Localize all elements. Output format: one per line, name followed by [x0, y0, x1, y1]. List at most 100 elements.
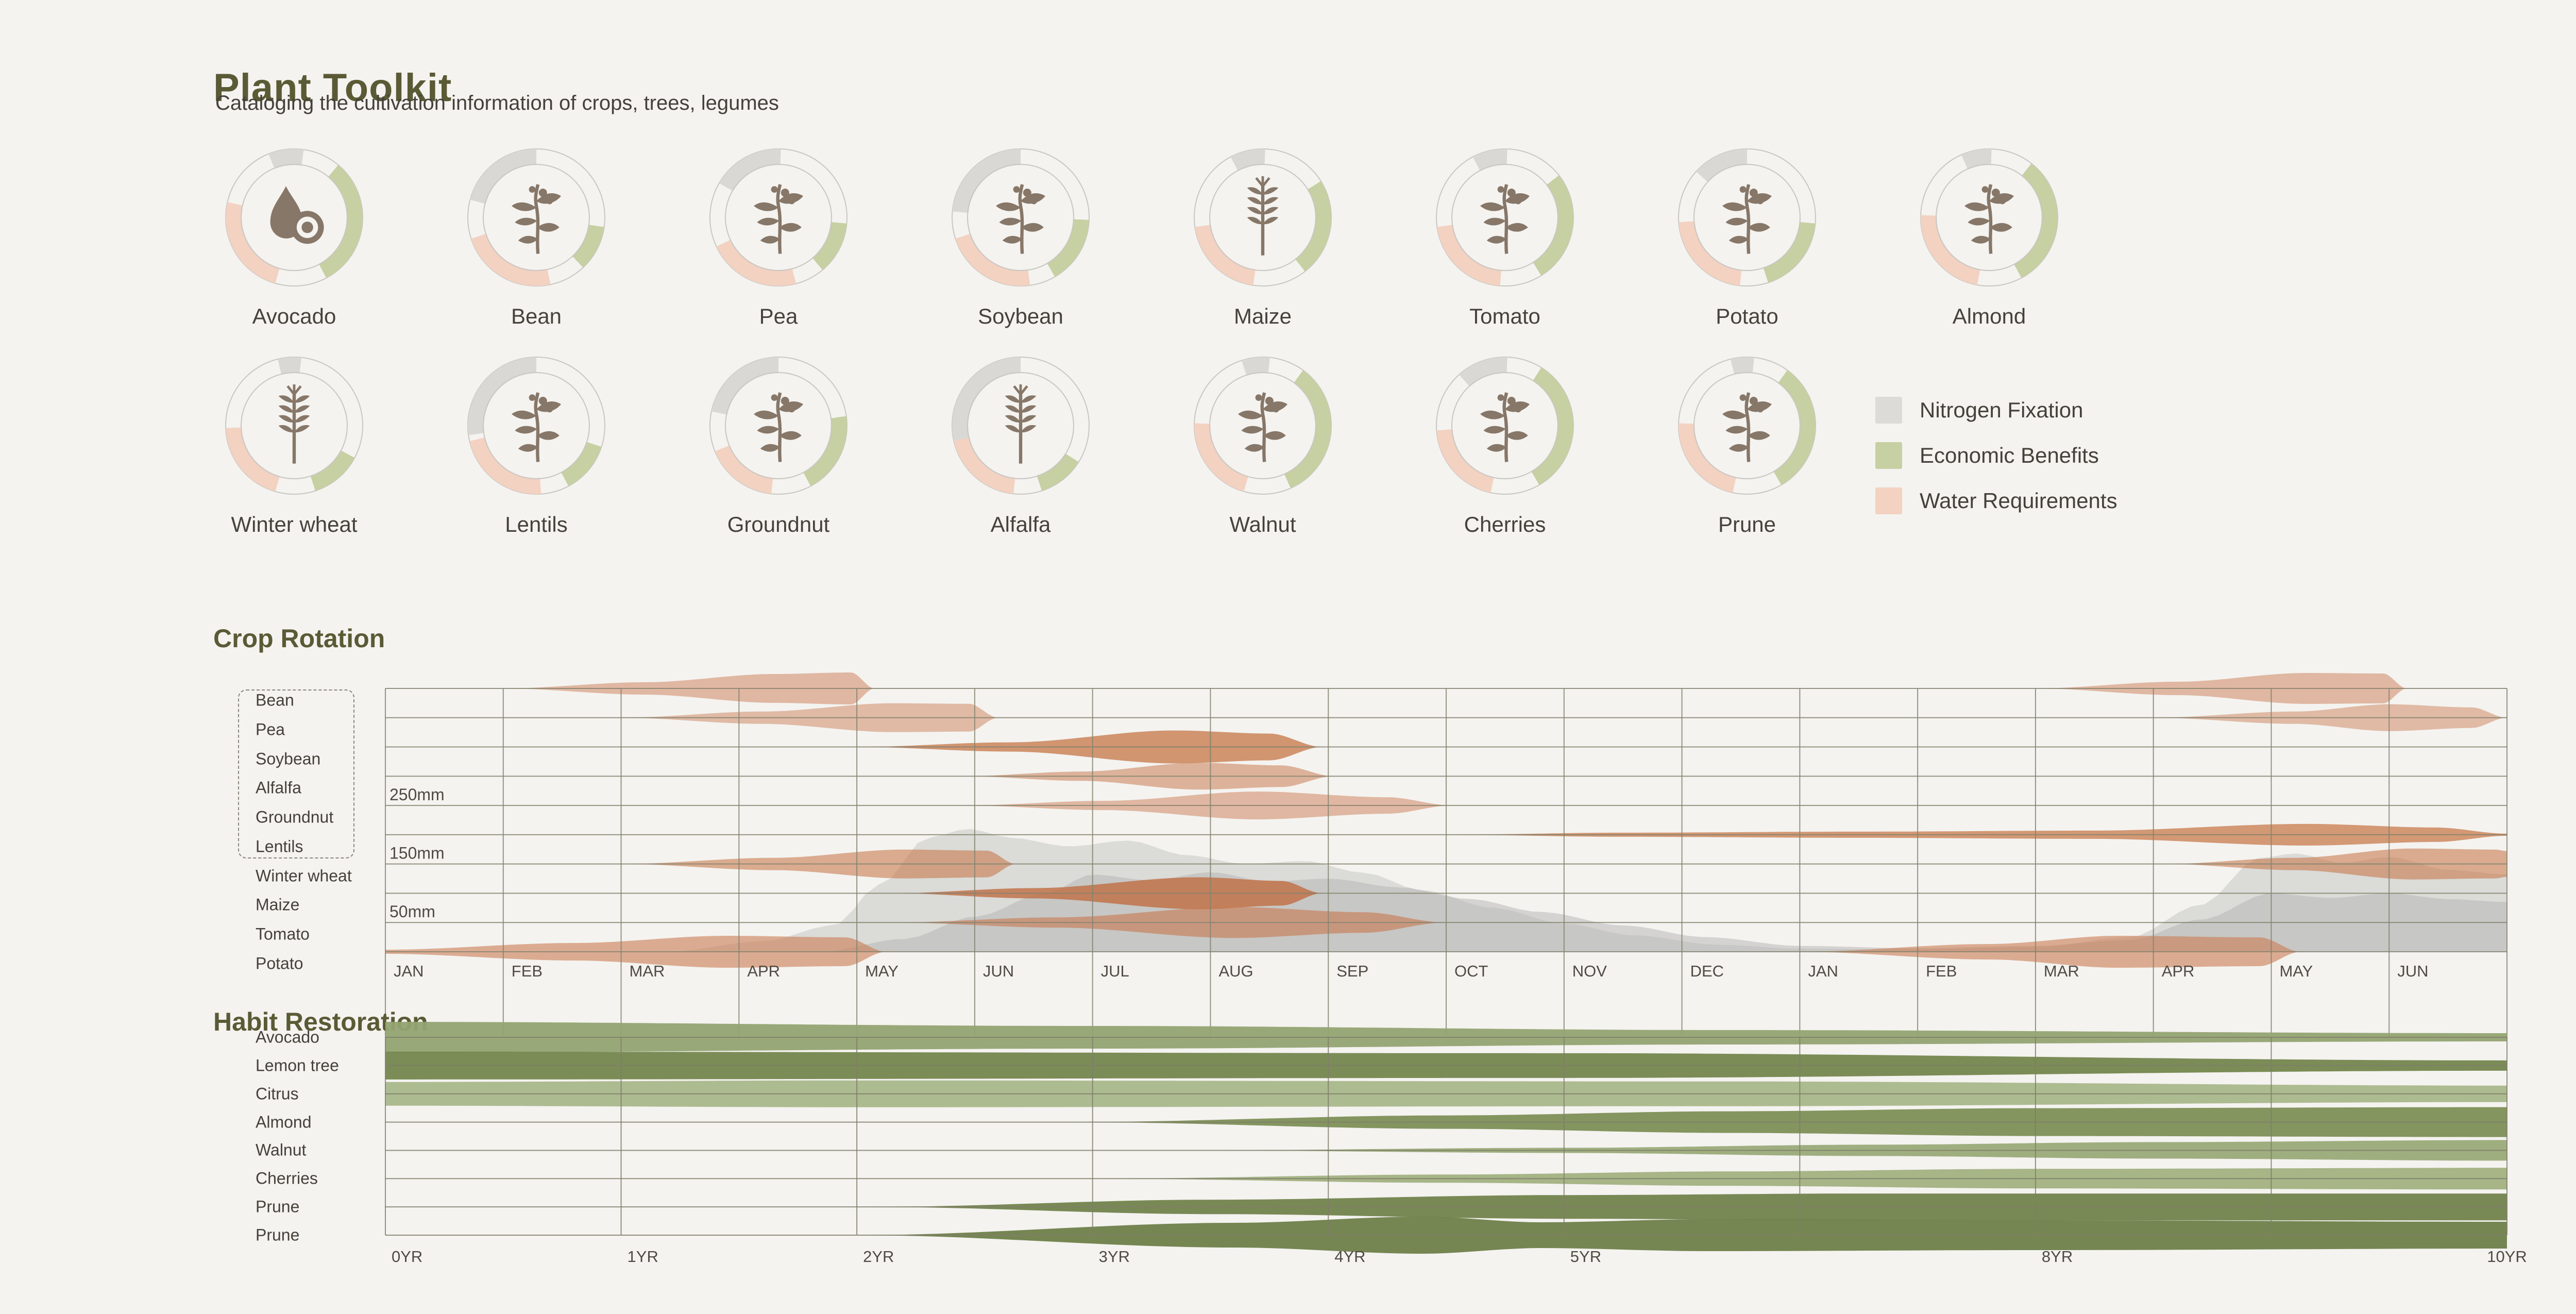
plant-ring: [225, 148, 363, 287]
plant-glyph-icon: [736, 383, 821, 468]
ring-inner-border: [483, 164, 590, 271]
plant-label: Almond: [1952, 304, 2026, 328]
plant-card: Pea: [657, 148, 900, 329]
legend: Nitrogen Fixation Economic Benefits Water …: [1875, 388, 2117, 524]
ring-inner-border: [241, 164, 348, 271]
plant-ring: [952, 357, 1090, 495]
plant-label: Prune: [1718, 512, 1776, 536]
crop-list-item: Maize: [256, 895, 300, 914]
month-label: SEP: [1336, 962, 1368, 980]
month-label: MAY: [865, 962, 899, 980]
sprig-plant-icon: [1706, 176, 1788, 259]
plant-label: Groundnut: [727, 512, 830, 536]
plant-label: Walnut: [1229, 512, 1296, 536]
plant-label: Avocado: [252, 304, 336, 328]
plant-card: Lentils: [415, 357, 657, 537]
tree-list-item: Lemon tree: [256, 1056, 339, 1075]
legend-swatch: [1875, 487, 1902, 514]
plant-icon-row-2: Winter wheat Lentils Groundnut Alfalfa Walnu…: [173, 357, 1868, 537]
wheat-plant-icon: [979, 384, 1062, 467]
plant-glyph-icon: [1221, 383, 1305, 468]
legume-group-box: [238, 689, 354, 858]
plant-card: Groundnut: [657, 357, 900, 537]
tree-list-item: Avocado: [256, 1027, 319, 1047]
tree-list-item: Citrus: [256, 1084, 299, 1103]
habit-restoration-svg: 0YR 1YR 2YR 3YR 4YR 5YR 8YR 10YR: [385, 1022, 2527, 1266]
plant-label: Lentils: [505, 512, 568, 536]
crop-rotation-title: Crop Rotation: [213, 624, 385, 653]
tree-list-item: Prune: [256, 1225, 300, 1244]
plant-ring: [1436, 148, 1574, 287]
month-label: JUN: [983, 962, 1014, 980]
plant-card: Winter wheat: [173, 357, 415, 537]
plant-card: Almond: [1868, 148, 2110, 329]
plant-card: Alfalfa: [900, 357, 1142, 537]
crop-list-item: Winter wheat: [256, 866, 352, 885]
legend-item: Economic Benefits: [1875, 433, 2117, 478]
month-label: JAN: [394, 962, 424, 980]
plant-ring: [467, 148, 605, 287]
month-label: APR: [747, 962, 780, 980]
ring-inner-border: [1209, 372, 1316, 479]
sprig-plant-icon: [1464, 384, 1546, 467]
plant-card: Soybean: [900, 148, 1142, 329]
plant-ring: [1436, 357, 1574, 495]
plant-glyph-icon: [252, 383, 336, 468]
month-label: FEB: [512, 962, 543, 980]
sprig-plant-icon: [979, 176, 1062, 259]
month-label: OCT: [1454, 962, 1488, 980]
plant-ring: [1194, 357, 1332, 495]
crop-list-item: Alfalfa: [256, 778, 301, 797]
plant-ring: [709, 357, 848, 495]
crop-rotation-chart: 250mm 150mm 50mm JAN FEB MAR APR MAY JUN JUL AUG SE…: [385, 672, 2508, 1040]
year-label: 10YR: [2487, 1248, 2527, 1266]
month-label: JUL: [1101, 962, 1129, 980]
plant-glyph-icon: [494, 383, 579, 468]
plant-card: Prune: [1626, 357, 1868, 537]
plant-glyph-icon: [494, 175, 579, 260]
year-label: 0YR: [392, 1248, 422, 1266]
legend-label: Nitrogen Fixation: [1920, 398, 2083, 422]
crop-list-item: Lentils: [256, 837, 303, 856]
plant-label: Bean: [511, 304, 562, 328]
ring-inner-border: [725, 372, 832, 479]
plant-glyph-icon: [1463, 383, 1547, 468]
month-label: AUG: [1218, 962, 1253, 980]
plant-glyph-icon: [1463, 175, 1547, 260]
wheat-plant-icon: [253, 384, 335, 467]
page-title: Plant Toolkit: [213, 65, 452, 110]
year-label: 5YR: [1570, 1248, 1601, 1266]
month-label: JAN: [1808, 962, 1838, 980]
plant-card: Potato: [1626, 148, 1868, 329]
plant-label: Winter wheat: [231, 512, 358, 536]
sprig-plant-icon: [737, 176, 820, 259]
plant-card: Tomato: [1384, 148, 1626, 329]
tree-list-item: Prune: [256, 1197, 300, 1216]
ring-inner-border: [241, 372, 348, 479]
plant-label: Tomato: [1469, 304, 1540, 328]
plant-ring: [1194, 148, 1332, 287]
plant-ring: [952, 148, 1090, 287]
plant-ring: [709, 148, 848, 287]
legend-label: Water Requirements: [1920, 488, 2117, 513]
plant-ring: [1920, 148, 2058, 287]
crop-list-item: Pea: [256, 720, 285, 739]
crop-list-item: Bean: [256, 690, 294, 710]
sprig-plant-icon: [737, 384, 820, 467]
legend-swatch: [1875, 442, 1902, 469]
legend-swatch: [1875, 397, 1902, 424]
plant-glyph-icon: [252, 175, 336, 260]
plant-card: Walnut: [1142, 357, 1384, 537]
tree-list-item: Almond: [256, 1113, 312, 1132]
plant-card: Maize: [1142, 148, 1384, 329]
plant-ring: [225, 357, 363, 495]
plant-label: Alfalfa: [990, 512, 1051, 536]
mm-label: 50mm: [389, 902, 435, 921]
plant-label: Cherries: [1464, 512, 1546, 536]
ring-inner-border: [967, 372, 1074, 479]
plant-glyph-icon: [1221, 175, 1305, 260]
ring-inner-border: [483, 372, 590, 479]
plant-ring: [1678, 148, 1816, 287]
sprig-plant-icon: [1706, 384, 1788, 467]
